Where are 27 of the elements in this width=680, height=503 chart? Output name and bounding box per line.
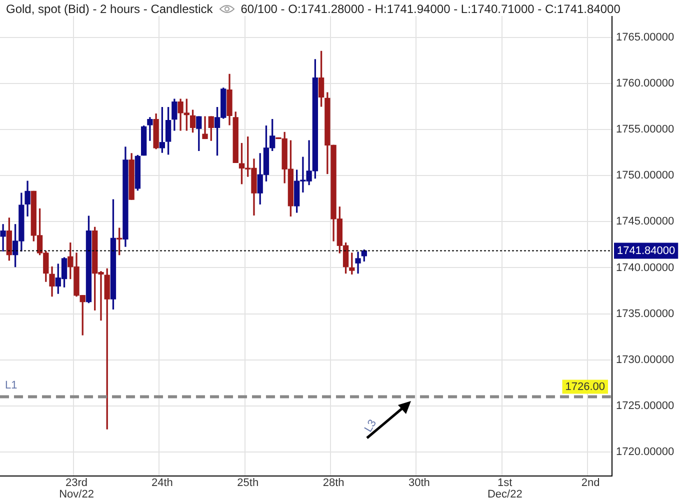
x-tick-label: 30th bbox=[408, 476, 430, 489]
ref-line-label: 1741.84000 bbox=[617, 244, 676, 257]
y-tick-label: 1750.00000 bbox=[616, 170, 674, 182]
y-tick-label: 1725.00000 bbox=[616, 400, 674, 412]
candlestick bbox=[0, 224, 6, 252]
x-tick-label: 25th bbox=[237, 476, 259, 489]
ref-line-label: 1726.00 bbox=[565, 380, 606, 393]
y-tick-label: 1730.00000 bbox=[616, 354, 674, 366]
annotation: L1 bbox=[5, 380, 18, 392]
candlestick bbox=[202, 116, 208, 140]
x-tick-label: 1st Dec/22 bbox=[487, 476, 522, 500]
x-tick-label: 28th bbox=[322, 476, 344, 489]
chart-title: Gold, spot (Bid) - 2 hours - Candlestick bbox=[6, 2, 213, 16]
candlestick bbox=[147, 117, 153, 141]
y-tick-label: 1755.00000 bbox=[616, 124, 674, 136]
y-tick-label: 1740.00000 bbox=[616, 262, 674, 274]
y-tick-label: 1735.00000 bbox=[616, 308, 674, 320]
annotation: L3 bbox=[362, 418, 379, 434]
chart-subtitle: 60/100 - O:1741.28000 - H:1741.94000 - L:1740.71000 - C:1741.84000 bbox=[240, 2, 620, 16]
x-tick-label: 2nd bbox=[581, 476, 600, 489]
y-tick-label: 1765.00000 bbox=[616, 31, 674, 44]
x-tick-label: 23rd Nov/22 bbox=[59, 476, 94, 500]
y-tick-label: 1760.00000 bbox=[616, 77, 674, 90]
x-tick-label: 24th bbox=[151, 476, 173, 489]
y-tick-label: 1745.00000 bbox=[616, 216, 674, 228]
y-tick-label: 1720.00000 bbox=[616, 446, 674, 458]
candlestick bbox=[355, 252, 361, 274]
